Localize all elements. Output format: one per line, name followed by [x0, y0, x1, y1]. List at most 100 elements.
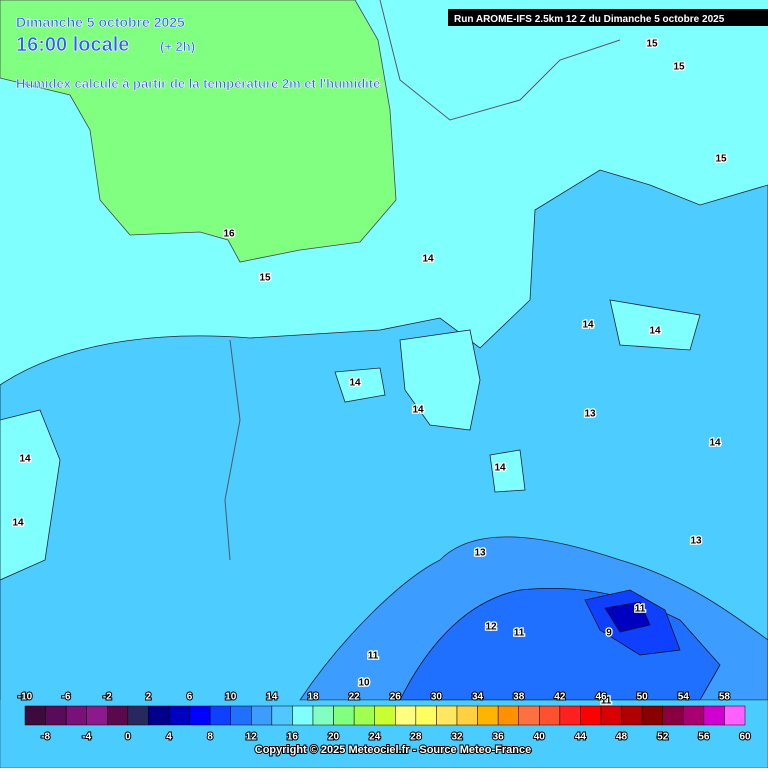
- contour-label: 11: [601, 696, 612, 707]
- contour-label: 11: [368, 651, 379, 662]
- zone-15: [334, 367, 386, 403]
- colorbar-tick-label: 26: [390, 692, 402, 703]
- contour-label: 12: [485, 622, 497, 633]
- contour-label: 16: [223, 229, 235, 240]
- colorbar-tick-label: -6: [62, 692, 71, 703]
- colorbar-tick-label: 24: [369, 732, 381, 743]
- contour-label: 14: [649, 326, 661, 337]
- run-box: [448, 9, 768, 26]
- contour-label: 14: [494, 463, 506, 474]
- color-swatch: [271, 705, 293, 726]
- colorbar-tick-label: 10: [225, 692, 237, 703]
- colorbar-tick-label: 42: [554, 692, 566, 703]
- color-swatch: [580, 705, 602, 726]
- colorbar-tick-label: -2: [103, 692, 112, 703]
- color-swatch: [621, 705, 643, 726]
- color-swatch: [436, 705, 458, 726]
- colorbar-tick-label: 28: [410, 732, 422, 743]
- colorbar-tick-label: 12: [246, 732, 258, 743]
- zone-8: [604, 601, 651, 633]
- contour-labels: 15 15 15 16 15 14 14 14 14 14 13 14 14 14 14 13 13 11 9 12 1…: [11, 37, 728, 708]
- colorbar-tick-label: 52: [657, 732, 669, 743]
- border: [224, 339, 241, 561]
- contour-label: 11: [514, 628, 525, 639]
- contour-label: 13: [690, 536, 702, 547]
- colorbar-tick-label: 60: [739, 732, 751, 743]
- colorbar-tick-label: 56: [698, 732, 710, 743]
- color-swatch: [292, 705, 314, 726]
- color-swatch: [251, 705, 273, 726]
- contour-label: 14: [709, 438, 721, 449]
- colorbar-tick-label: 0: [125, 732, 131, 743]
- color-swatch: [107, 705, 129, 726]
- color-swatch: [641, 705, 663, 726]
- colorbar-tick-label: 30: [431, 692, 443, 703]
- contour-label: 14: [12, 518, 24, 529]
- color-swatch: [333, 705, 355, 726]
- colorbar-tick-label: 22: [349, 692, 361, 703]
- colorbar-tick-label: 38: [513, 692, 525, 703]
- contour-label: 14: [19, 454, 31, 465]
- color-swatch: [518, 705, 540, 726]
- colorbar-tick-label: 44: [575, 732, 587, 743]
- time: 16:00 locale: [16, 34, 129, 56]
- contour-label: 15: [646, 39, 658, 50]
- color-swatch: [703, 705, 725, 726]
- contour-label: 15: [673, 62, 685, 73]
- color-swatch: [65, 705, 87, 726]
- border: [379, 0, 621, 121]
- zone-15: [489, 449, 526, 493]
- colorbar-tick-label: 40: [534, 732, 546, 743]
- contour-label: 13: [584, 409, 596, 420]
- color-swatch: [45, 705, 67, 726]
- colorbar-tick-label: 50: [637, 692, 649, 703]
- copyright: Copyright © 2025 Meteociel.fr - Source M…: [255, 744, 531, 756]
- colorbar-tick-label: 54: [678, 692, 690, 703]
- colorbar-tick-label: 32: [451, 732, 463, 743]
- color-swatch: [539, 705, 561, 726]
- contour-label: 15: [259, 273, 271, 284]
- contour-label: 13: [474, 548, 486, 559]
- offset: (+ 2h): [160, 39, 195, 54]
- color-swatch: [600, 705, 622, 726]
- color-swatch: [395, 705, 417, 726]
- zone-15: [609, 299, 701, 351]
- color-swatch: [724, 705, 746, 726]
- color-swatch: [477, 705, 499, 726]
- contour-label: 9: [606, 628, 612, 639]
- contour-label: 15: [715, 154, 727, 165]
- colorbar-tick-label: -4: [82, 732, 91, 743]
- color-swatch: [353, 705, 375, 726]
- color-swatch: [374, 705, 396, 726]
- colorbar-tick-label: 14: [266, 692, 278, 703]
- run-label: Run AROME-IFS 2.5km 12 Z du Dimanche 5 o…: [454, 14, 725, 25]
- contour-label: 11: [635, 604, 646, 615]
- color-swatch: [456, 705, 478, 726]
- colorbar-tick-label: -8: [41, 732, 50, 743]
- color-swatch: [86, 705, 108, 726]
- color-swatch: [148, 705, 170, 726]
- date: Dimanche 5 octobre 2025: [16, 14, 185, 30]
- colorbar-tick-label: -10: [18, 692, 33, 703]
- subtitle: Humidex calculé à partir de la températu…: [16, 76, 380, 91]
- color-swatch: [312, 705, 334, 726]
- zone-15: [399, 329, 481, 431]
- color-swatch: [189, 705, 211, 726]
- contour-label: 14: [582, 320, 594, 331]
- colorbar-tick-label: 48: [616, 732, 628, 743]
- colorbar-tick-label: 36: [493, 732, 505, 743]
- color-swatch: [127, 705, 149, 726]
- colorbar: -10 -6 -2 2 6 10 14 18 22 26 30 34 38 42 46 50 54 58-8 -4 0…: [17, 691, 752, 744]
- color-swatch: [209, 705, 231, 726]
- color-swatch: [415, 705, 437, 726]
- colorbar-tick-label: 34: [472, 692, 484, 703]
- color-swatch: [683, 705, 705, 726]
- color-swatch: [497, 705, 519, 726]
- colorbar-tick-label: 18: [307, 692, 319, 703]
- color-swatch: [230, 705, 252, 726]
- colorbar-tick-label: 16: [287, 732, 299, 743]
- zone-15: [0, 409, 61, 581]
- contour-label: 14: [422, 254, 434, 265]
- color-swatch: [559, 705, 581, 726]
